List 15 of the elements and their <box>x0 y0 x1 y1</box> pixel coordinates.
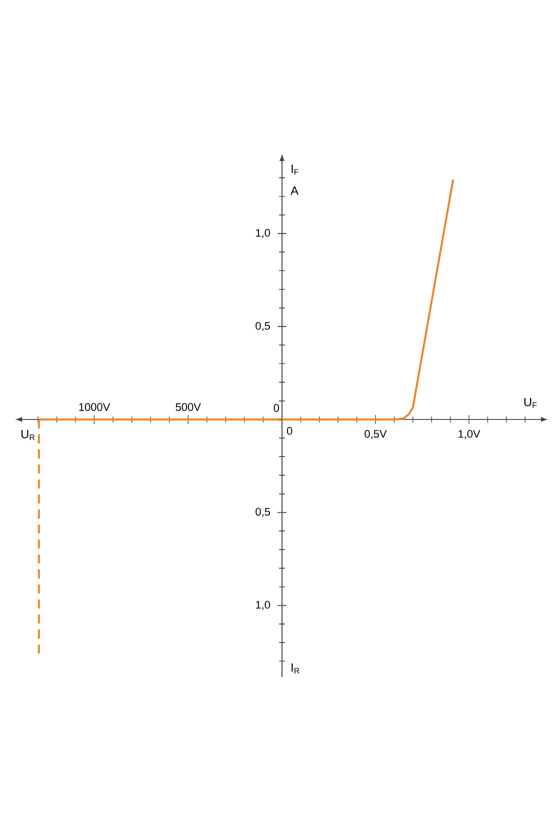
y-tick-label: 0,5 <box>256 322 270 332</box>
x-tick-label: 0 <box>274 404 280 412</box>
x-axis-title: U$_{F}$ <box>524 398 537 408</box>
x-tick-label: 1,0V <box>458 430 480 440</box>
y-tick-label: 0,5 <box>256 508 270 517</box>
x-axis-title: U$_{R}$ <box>21 430 35 440</box>
y-tick-label: 1,0 <box>256 600 270 610</box>
y-tick-label: 1,0 <box>256 228 270 238</box>
y-axis-title: I$_{F}$ <box>292 164 298 175</box>
x-tick-label: 500V <box>176 403 201 411</box>
annotation: A <box>290 186 299 195</box>
x-tick-label: 0,5V <box>364 430 387 440</box>
x-tick-label: 1000V <box>79 403 110 411</box>
x-tick-label: 0 <box>286 427 292 435</box>
annotation: I$_{R}$ <box>292 663 300 674</box>
